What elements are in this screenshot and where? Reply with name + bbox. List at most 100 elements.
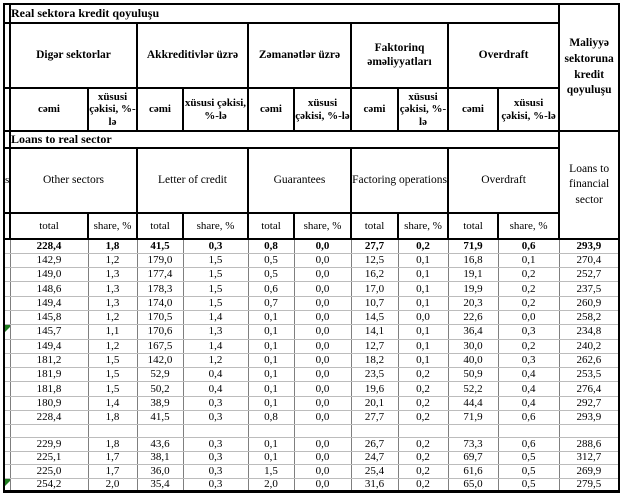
data-cell[interactable]: 170,6 — [136, 324, 184, 340]
data-cell[interactable]: 1,4 — [182, 309, 249, 326]
data-cell[interactable]: 40,0 — [447, 352, 499, 369]
empty-cell[interactable] — [247, 424, 295, 439]
data-cell[interactable]: 145,7 — [9, 324, 89, 340]
subheader-share[interactable]: share, % — [496, 212, 561, 240]
data-cell[interactable]: 27,7 — [350, 410, 399, 426]
data-cell[interactable]: 0,3 — [182, 395, 249, 412]
data-cell[interactable]: 0,1 — [397, 352, 449, 369]
data-cell[interactable]: 1,5 — [247, 464, 295, 479]
data-cell[interactable]: 0,0 — [397, 309, 449, 326]
data-cell[interactable]: 1,3 — [87, 295, 138, 311]
data-cell[interactable]: 0,1 — [397, 338, 449, 354]
data-cell[interactable]: 0,0 — [293, 395, 352, 412]
data-cell[interactable]: 293,9 — [558, 238, 620, 254]
data-cell[interactable]: 0,0 — [293, 352, 352, 369]
empty-cell[interactable] — [558, 424, 620, 439]
data-cell[interactable]: 258,2 — [558, 309, 620, 326]
data-cell[interactable]: 0,3 — [182, 437, 249, 452]
group-header-az-other-sectors[interactable]: Digər sektorlar — [9, 22, 138, 89]
data-cell[interactable]: 0,3 — [182, 238, 249, 254]
data-cell[interactable]: 1,5 — [182, 267, 249, 283]
data-cell[interactable]: 0,2 — [497, 267, 560, 283]
data-cell[interactable]: 288,6 — [558, 437, 620, 452]
data-cell[interactable]: 254,2 — [9, 477, 89, 492]
data-cell[interactable]: 0,2 — [397, 395, 449, 412]
data-cell[interactable]: 0,4 — [182, 367, 249, 383]
data-cell[interactable]: 16,8 — [447, 252, 499, 269]
data-cell[interactable]: 0,7 — [247, 295, 295, 311]
data-cell[interactable]: 0,2 — [397, 238, 449, 254]
data-cell[interactable]: 1,8 — [87, 238, 138, 254]
data-cell[interactable]: 0,5 — [247, 252, 295, 269]
data-cell[interactable]: 292,7 — [558, 395, 620, 412]
data-cell[interactable]: 0,0 — [293, 410, 352, 426]
data-cell[interactable]: 41,5 — [136, 238, 184, 254]
data-cell[interactable]: 0,2 — [397, 477, 449, 492]
data-cell[interactable]: 19,9 — [447, 281, 499, 297]
data-cell[interactable]: 24,7 — [350, 450, 399, 466]
data-cell[interactable]: 38,1 — [136, 450, 184, 466]
data-cell[interactable]: 1,2 — [87, 309, 138, 326]
data-cell[interactable]: 240,2 — [558, 338, 620, 354]
data-cell[interactable]: 0,0 — [293, 309, 352, 326]
subheader-total[interactable]: cəmi — [136, 87, 184, 132]
group-header-az-letter-of-credit[interactable]: Akkreditivlər üzrə — [136, 22, 249, 89]
data-cell[interactable]: 14,5 — [350, 309, 399, 326]
data-cell[interactable]: 0,5 — [497, 464, 560, 479]
data-cell[interactable]: 1,2 — [87, 338, 138, 354]
group-header-az-guarantees[interactable]: Zəmanətlər üzrə — [247, 22, 352, 89]
data-cell[interactable]: 225,0 — [9, 464, 89, 479]
subheader-total[interactable]: cəmi — [247, 87, 295, 132]
table-title-en[interactable]: Loans to real sector — [8, 130, 561, 149]
empty-cell[interactable] — [447, 424, 499, 439]
empty-cell[interactable] — [182, 424, 249, 439]
data-cell[interactable]: 179,0 — [136, 252, 184, 269]
data-cell[interactable]: 0,0 — [293, 464, 352, 479]
data-cell[interactable]: 0,1 — [397, 324, 449, 340]
data-cell[interactable]: 17,0 — [350, 281, 399, 297]
data-cell[interactable]: 0,8 — [247, 238, 295, 254]
data-cell[interactable]: 170,5 — [136, 309, 184, 326]
data-cell[interactable]: 1,5 — [87, 381, 138, 397]
data-cell[interactable]: 253,5 — [558, 367, 620, 383]
data-cell[interactable]: 270,4 — [558, 252, 620, 269]
data-cell[interactable]: 19,6 — [350, 381, 399, 397]
data-cell[interactable]: 0,4 — [497, 367, 560, 383]
data-cell[interactable]: 23,5 — [350, 367, 399, 383]
data-cell[interactable]: 293,9 — [558, 410, 620, 426]
data-cell[interactable]: 50,2 — [136, 381, 184, 397]
data-cell[interactable]: 0,1 — [247, 367, 295, 383]
data-cell[interactable]: 0,4 — [497, 395, 560, 412]
data-cell[interactable]: 0,0 — [293, 450, 352, 466]
data-cell[interactable]: 20,1 — [350, 395, 399, 412]
data-cell[interactable]: 149,0 — [9, 267, 89, 283]
data-cell[interactable]: 1,4 — [87, 395, 138, 412]
data-cell[interactable]: 0,1 — [247, 381, 295, 397]
data-cell[interactable]: 276,4 — [558, 381, 620, 397]
data-cell[interactable]: 52,9 — [136, 367, 184, 383]
subheader-total[interactable]: cəmi — [447, 87, 499, 132]
subheader-share[interactable]: xüsusi çəkisi, %-lə — [496, 87, 561, 132]
subheader-total[interactable]: total — [350, 212, 399, 240]
data-cell[interactable]: 0,0 — [293, 338, 352, 354]
data-cell[interactable]: 0,0 — [293, 267, 352, 283]
data-cell[interactable]: 262,6 — [558, 352, 620, 369]
data-cell[interactable]: 0,2 — [397, 410, 449, 426]
data-cell[interactable]: 0,0 — [293, 324, 352, 340]
data-cell[interactable]: 0,1 — [497, 252, 560, 269]
empty-cell[interactable] — [136, 424, 184, 439]
data-cell[interactable]: 0,1 — [247, 395, 295, 412]
data-cell[interactable]: 12,7 — [350, 338, 399, 354]
data-cell[interactable]: 1,4 — [182, 338, 249, 354]
data-cell[interactable]: 36,4 — [447, 324, 499, 340]
data-cell[interactable]: 0,5 — [497, 450, 560, 466]
subheader-share[interactable]: xüsusi çəkisi, %-lə — [87, 87, 138, 132]
financial-sector-header-az[interactable]: Maliyyə sektoruna kredit qoyuluşu — [558, 3, 620, 132]
data-cell[interactable]: 178,3 — [136, 281, 184, 297]
data-cell[interactable]: 0,2 — [397, 464, 449, 479]
data-cell[interactable]: 0,2 — [397, 437, 449, 452]
data-cell[interactable]: 71,9 — [447, 238, 499, 254]
data-cell[interactable]: 1,5 — [182, 295, 249, 311]
data-cell[interactable]: 36,0 — [136, 464, 184, 479]
empty-cell[interactable] — [397, 424, 449, 439]
